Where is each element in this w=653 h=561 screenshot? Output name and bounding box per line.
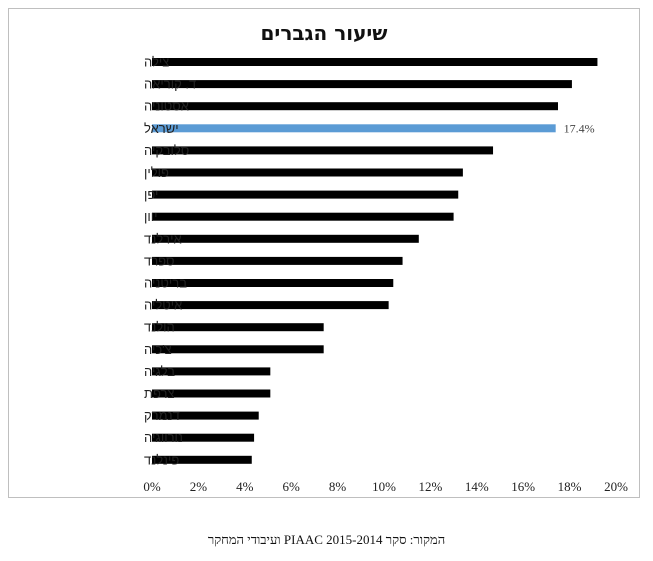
bar-18 <box>152 455 252 464</box>
chart-frame <box>8 8 640 498</box>
category-label-2: אסטוניה <box>144 99 189 114</box>
x-tick-label-7: 14% <box>465 479 489 494</box>
x-tick-label-8: 16% <box>511 479 535 494</box>
bar-15 <box>152 389 271 398</box>
bar-16 <box>152 411 259 420</box>
category-label-6: יפן <box>144 187 158 202</box>
bar-12 <box>152 323 324 332</box>
x-tick-label-4: 8% <box>329 479 347 494</box>
bar-13 <box>152 345 324 354</box>
bar-5 <box>152 168 463 177</box>
x-tick-label-3: 6% <box>283 479 301 494</box>
bar-6 <box>152 190 459 199</box>
chart-svg: שיעור הגברים צילה ד. קוריאה אסטוניה ישראל סל… <box>143 21 628 494</box>
bar-1 <box>152 80 572 89</box>
bar-7 <box>152 212 454 221</box>
chart-title: שיעור הגברים <box>261 21 388 45</box>
category-label-10: בריטניה <box>144 276 187 291</box>
x-tick-label-10: 20% <box>604 479 628 494</box>
bar-17 <box>152 433 255 442</box>
x-tick-label-9: 18% <box>558 479 582 494</box>
category-label-13: צ'כיה <box>144 342 172 357</box>
category-label-14: בלגיה <box>144 364 175 379</box>
category-label-8: אירלנד <box>144 231 182 246</box>
bar-3 <box>152 124 556 133</box>
x-tick-label-2: 4% <box>236 479 254 494</box>
category-label-5: פולין <box>144 165 169 180</box>
bar-4 <box>152 146 494 155</box>
bar-14 <box>152 367 271 376</box>
bar-8 <box>152 234 419 243</box>
category-label-11: איטליה <box>144 298 182 313</box>
category-label-16: דנמרק <box>144 408 180 423</box>
x-tick-label-0: 0% <box>143 479 161 494</box>
category-label-1: ד. קוריאה <box>144 77 196 92</box>
bar-11 <box>152 301 389 310</box>
x-tick-label-5: 10% <box>372 479 396 494</box>
category-label-7: יוון <box>144 209 158 224</box>
source-note: המקור: סקר PIAAC 2015-2014 ועיבודי המחקר <box>207 532 446 547</box>
x-tick-label-6: 12% <box>418 479 442 494</box>
bar-10 <box>152 279 394 287</box>
category-label-18: פינלנד <box>144 452 179 467</box>
bar-0 <box>152 58 598 66</box>
category-label-3: ישראל <box>144 121 179 136</box>
bar-9 <box>152 256 403 265</box>
category-label-4: סלובקיה <box>144 143 189 158</box>
category-label-12: הולנד <box>144 320 175 335</box>
category-label-17: נורווגיה <box>144 430 183 445</box>
category-label-0: צילה <box>144 55 169 70</box>
data-label-3: 17.4% <box>564 121 595 135</box>
category-label-9: ספרד <box>144 253 174 268</box>
category-label-15: צרפת <box>144 386 175 401</box>
bar-2 <box>152 102 558 111</box>
x-tick-label-1: 2% <box>190 479 208 494</box>
